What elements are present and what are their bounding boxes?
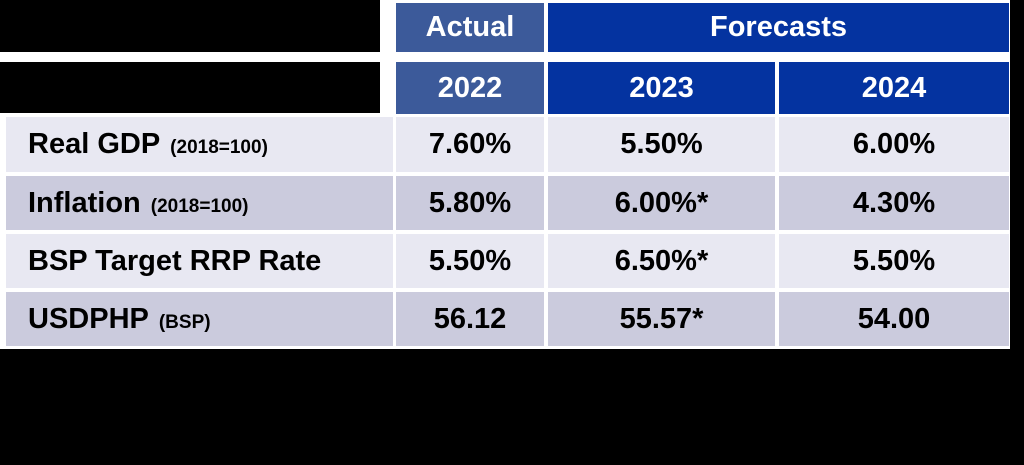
row-label-text: USDPHP — [28, 303, 149, 335]
cell-bsp-rrp-2022: 5.50% — [396, 234, 544, 288]
cell-usdphp-2023: 55.57* — [548, 292, 775, 346]
redacted-subtitle-block — [0, 62, 380, 113]
cell-real-gdp-2023: 5.50% — [548, 117, 775, 172]
row-label-note: (2018=100) — [150, 196, 249, 217]
cell-bsp-rrp-2024: 5.50% — [779, 234, 1009, 288]
row-label-text: BSP Target RRP Rate — [28, 245, 322, 277]
row-label-inflation: Inflation (2018=100) — [6, 176, 393, 230]
row-label-note: (BSP) — [158, 312, 211, 333]
header-forecasts: Forecasts — [548, 3, 1009, 52]
cell-inflation-2022: 5.80% — [396, 176, 544, 230]
row-label-bsp-rrp-rate: BSP Target RRP Rate — [6, 234, 393, 288]
cell-usdphp-2024: 54.00 — [779, 292, 1009, 346]
redacted-right-strip — [1010, 0, 1024, 465]
cell-inflation-2024: 4.30% — [779, 176, 1009, 230]
header-year-2022: 2022 — [396, 62, 544, 114]
row-label-text: Real GDP — [28, 128, 161, 160]
row-label-note: (2018=100) — [170, 137, 268, 158]
row-label-usdphp: USDPHP (BSP) — [6, 292, 393, 346]
cell-usdphp-2022: 56.12 — [396, 292, 544, 346]
row-label-real-gdp: Real GDP (2018=100) — [6, 117, 393, 172]
cell-bsp-rrp-2023: 6.50%* — [548, 234, 775, 288]
header-year-2023: 2023 — [548, 62, 775, 114]
header-year-2024: 2024 — [779, 62, 1009, 114]
cell-real-gdp-2022: 7.60% — [396, 117, 544, 172]
redacted-title-block — [0, 0, 380, 52]
header-actual: Actual — [396, 3, 544, 52]
redacted-bottom-block — [0, 349, 1024, 465]
cell-real-gdp-2024: 6.00% — [779, 117, 1009, 172]
cell-inflation-2023: 6.00%* — [548, 176, 775, 230]
row-label-text: Inflation — [28, 187, 141, 219]
